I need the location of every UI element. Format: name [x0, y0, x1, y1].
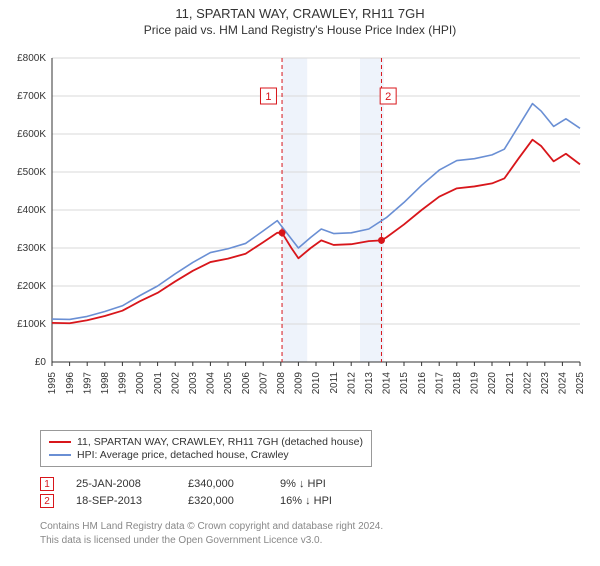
svg-text:2016: 2016	[417, 372, 428, 395]
svg-text:2023: 2023	[540, 372, 551, 395]
svg-text:£0: £0	[35, 357, 47, 368]
svg-text:2002: 2002	[170, 372, 181, 395]
svg-text:1: 1	[265, 91, 271, 103]
svg-text:2018: 2018	[452, 372, 463, 395]
sale-diff: 16% ↓ HPI	[280, 495, 360, 507]
svg-text:2014: 2014	[382, 372, 393, 395]
sale-date: 25-JAN-2008	[76, 478, 166, 490]
svg-text:£400K: £400K	[17, 205, 46, 216]
svg-text:1999: 1999	[118, 372, 129, 395]
svg-text:£200K: £200K	[17, 281, 46, 292]
sale-row: 2 18-SEP-2013 £320,000 16% ↓ HPI	[40, 494, 360, 508]
svg-text:£500K: £500K	[17, 167, 46, 178]
sales-table: 1 25-JAN-2008 £340,000 9% ↓ HPI 2 18-SEP-2013…	[40, 474, 360, 511]
legend-swatch	[49, 454, 71, 456]
legend-item: 11, SPARTAN WAY, CRAWLEY, RH11 7GH (deta…	[49, 436, 363, 448]
sale-price: £320,000	[188, 495, 258, 507]
svg-text:2022: 2022	[522, 372, 533, 395]
svg-text:2: 2	[385, 91, 391, 103]
svg-text:2007: 2007	[258, 372, 269, 395]
svg-text:1997: 1997	[82, 372, 93, 395]
svg-text:2024: 2024	[558, 372, 569, 395]
svg-text:2001: 2001	[153, 372, 164, 395]
legend-box: 11, SPARTAN WAY, CRAWLEY, RH11 7GH (deta…	[40, 430, 372, 467]
chart-subtitle: Price paid vs. HM Land Registry's House …	[0, 23, 600, 37]
svg-text:2021: 2021	[505, 372, 516, 395]
legend-label: 11, SPARTAN WAY, CRAWLEY, RH11 7GH (deta…	[77, 436, 363, 448]
svg-text:2006: 2006	[241, 372, 252, 395]
line-chart-svg: £0 £100K £200K £300K £400K £500K £600K £700K £80…	[0, 50, 600, 420]
sale-price: £340,000	[188, 478, 258, 490]
svg-text:£800K: £800K	[17, 53, 46, 64]
svg-text:£100K: £100K	[17, 319, 46, 330]
svg-text:2015: 2015	[399, 372, 410, 395]
svg-text:2017: 2017	[434, 372, 445, 395]
svg-text:2009: 2009	[294, 372, 305, 395]
svg-text:2012: 2012	[346, 372, 357, 395]
sale-row: 1 25-JAN-2008 £340,000 9% ↓ HPI	[40, 477, 360, 491]
svg-text:1995: 1995	[47, 372, 58, 395]
svg-text:2011: 2011	[329, 372, 340, 394]
svg-text:1998: 1998	[100, 372, 111, 395]
sale-date: 18-SEP-2013	[76, 495, 166, 507]
legend-item: HPI: Average price, detached house, Craw…	[49, 449, 363, 461]
svg-text:2019: 2019	[470, 372, 481, 395]
svg-text:2008: 2008	[276, 372, 287, 395]
svg-text:2005: 2005	[223, 372, 234, 395]
svg-text:£300K: £300K	[17, 243, 46, 254]
chart-area: £0 £100K £200K £300K £400K £500K £600K £700K £80…	[0, 50, 600, 420]
svg-text:£600K: £600K	[17, 129, 46, 140]
svg-text:2013: 2013	[364, 372, 375, 395]
svg-text:2010: 2010	[311, 372, 322, 395]
chart-title: 11, SPARTAN WAY, CRAWLEY, RH11 7GH	[0, 6, 600, 21]
svg-text:2000: 2000	[135, 372, 146, 395]
legend-label: HPI: Average price, detached house, Craw…	[77, 449, 289, 461]
svg-text:2004: 2004	[206, 372, 217, 395]
footer-attribution: Contains HM Land Registry data © Crown c…	[40, 520, 383, 547]
sale-marker-box: 2	[40, 494, 54, 508]
svg-text:2003: 2003	[188, 372, 199, 395]
footer-line-2: This data is licensed under the Open Gov…	[40, 534, 383, 548]
svg-text:1996: 1996	[65, 372, 76, 395]
svg-text:£700K: £700K	[17, 91, 46, 102]
sale-diff: 9% ↓ HPI	[280, 478, 360, 490]
svg-text:2020: 2020	[487, 372, 498, 395]
legend-swatch	[49, 441, 71, 443]
svg-text:2025: 2025	[575, 372, 586, 395]
sale-marker-box: 1	[40, 477, 54, 491]
footer-line-1: Contains HM Land Registry data © Crown c…	[40, 520, 383, 534]
